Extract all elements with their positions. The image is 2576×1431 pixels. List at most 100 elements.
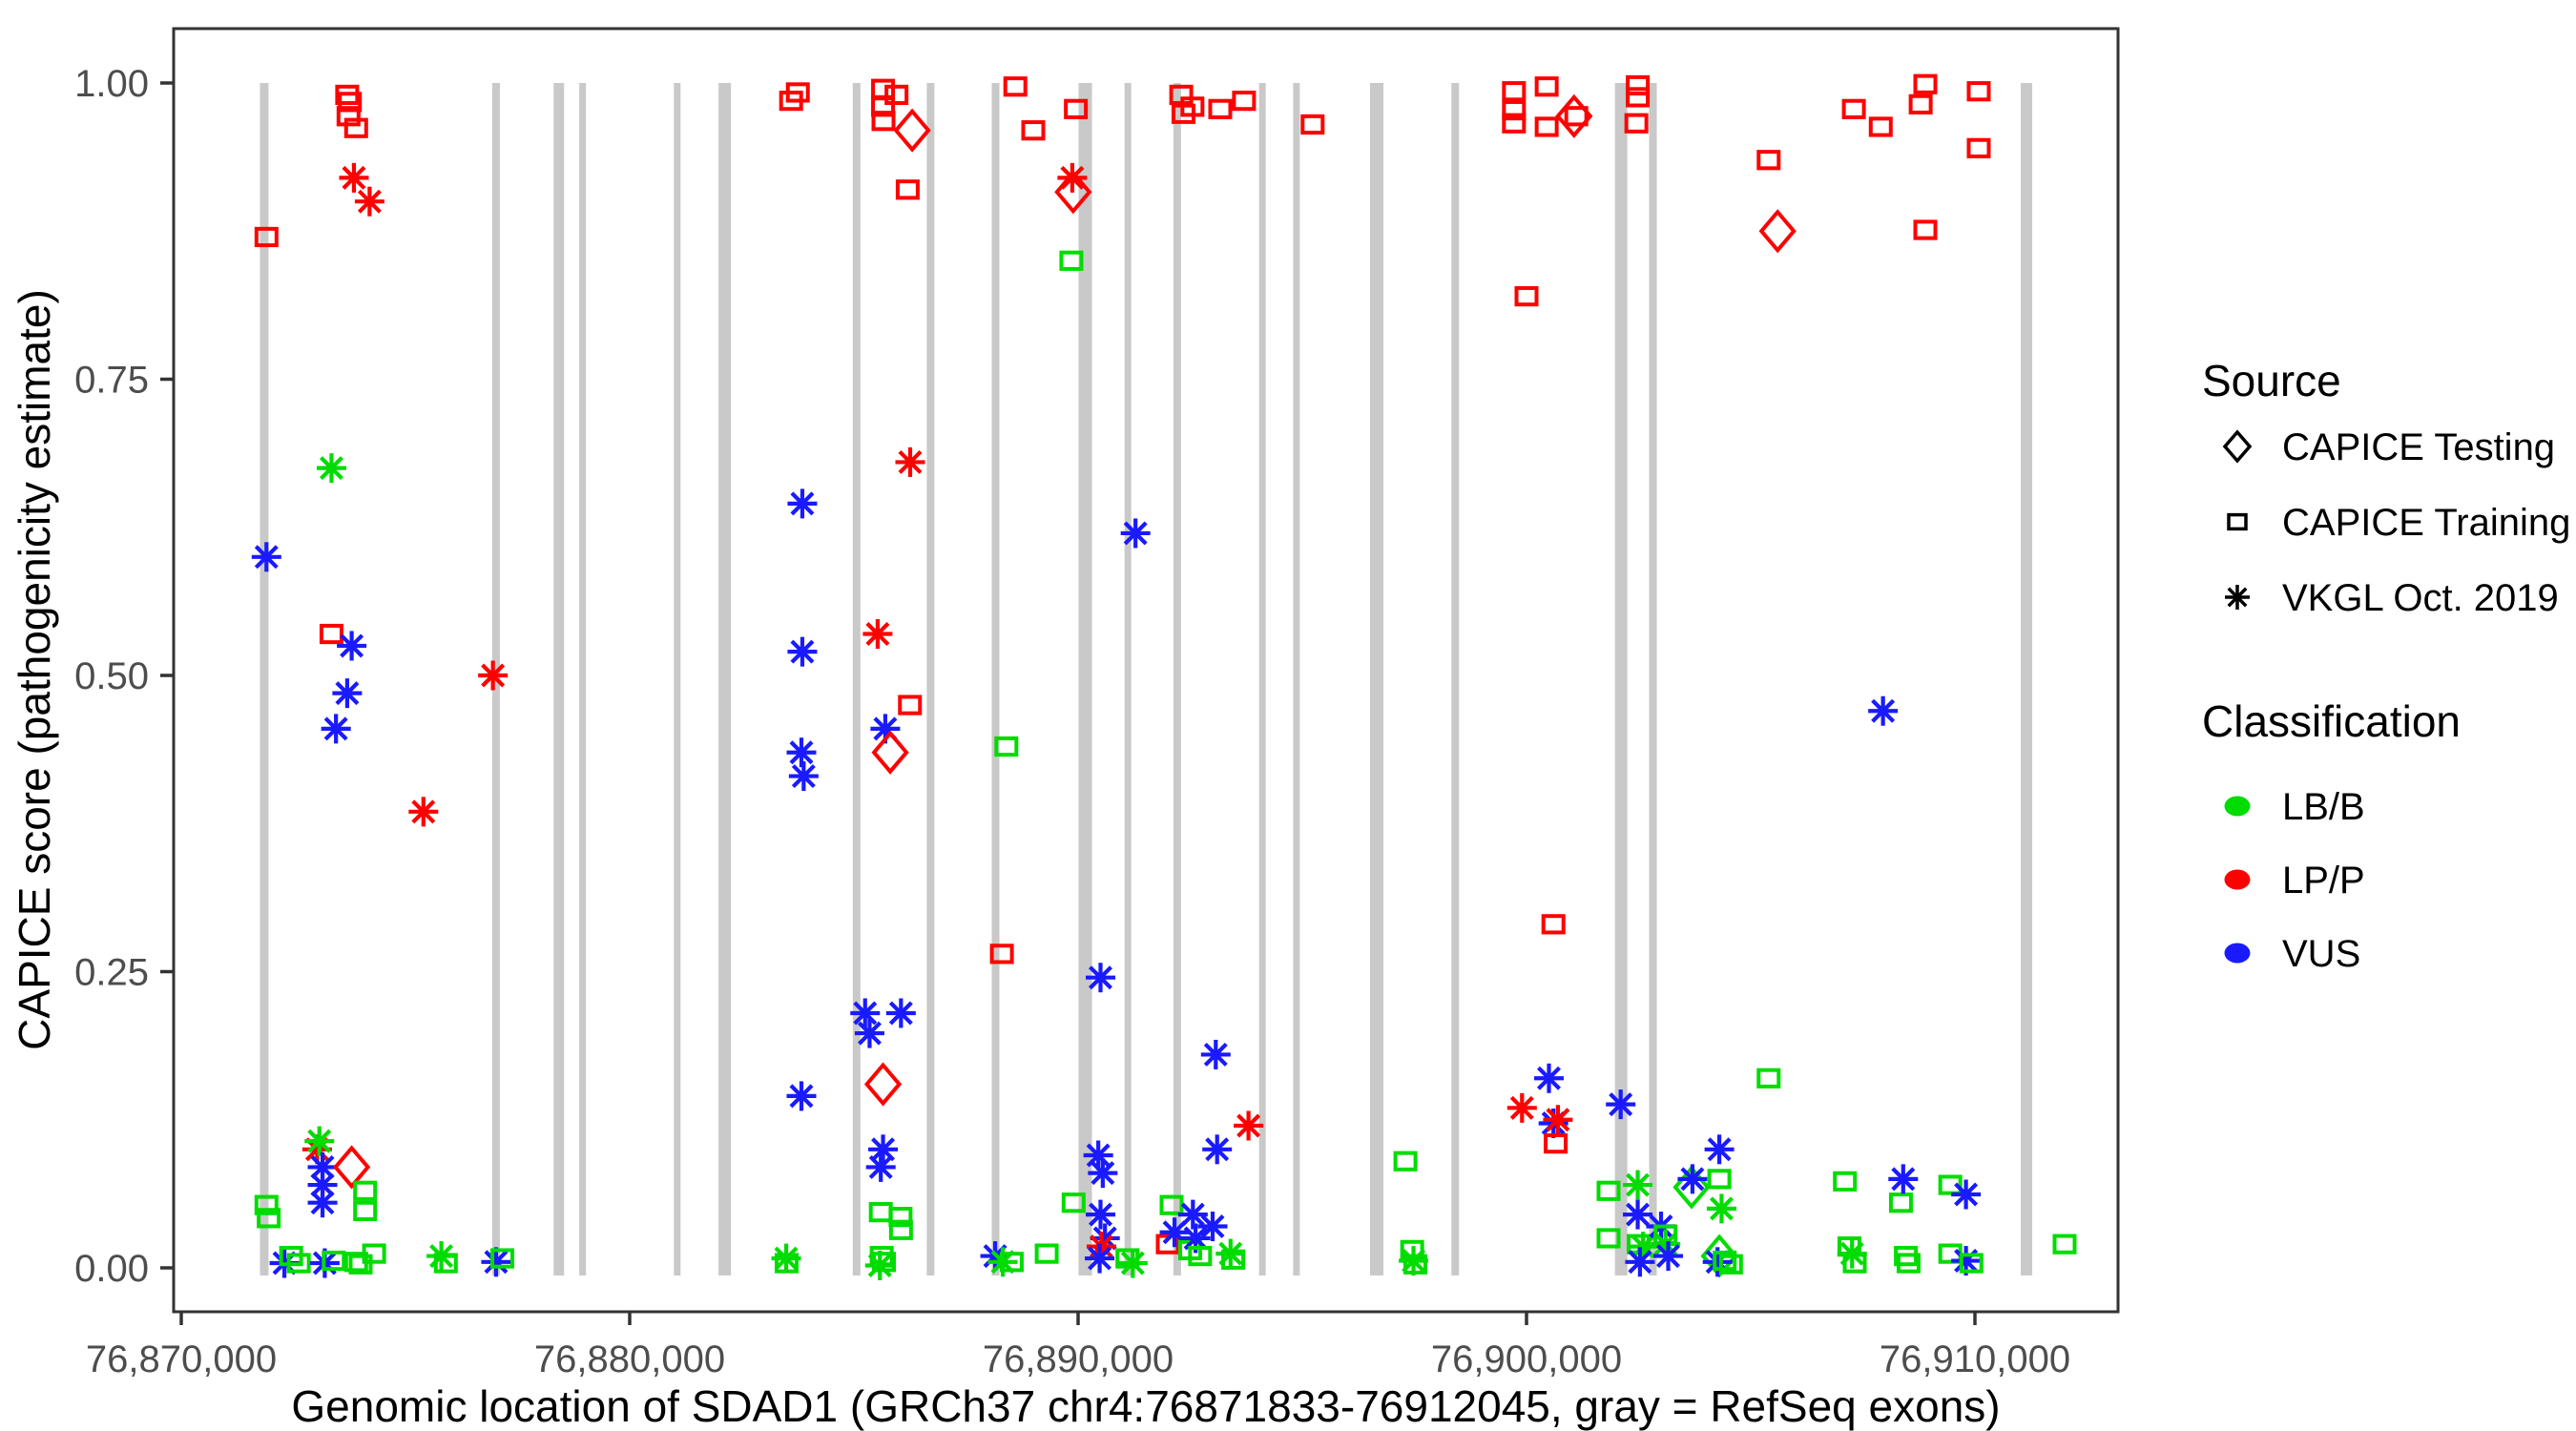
data-point-diamond bbox=[332, 1145, 371, 1190]
exon-bars bbox=[260, 83, 2033, 1275]
data-point-asterisk bbox=[1086, 963, 1115, 993]
y-axis-title: CAPICE score (pathogenicity estimate) bbox=[10, 289, 59, 1050]
data-point-square bbox=[1841, 98, 1866, 119]
exon-bar bbox=[1614, 83, 1628, 1275]
data-point-asterisk bbox=[1623, 1170, 1653, 1200]
legend-asterisk-icon bbox=[2225, 585, 2250, 610]
data-point-asterisk bbox=[1625, 1247, 1655, 1277]
data-point-asterisk bbox=[1197, 1212, 1228, 1242]
legend-item-vus: VUS bbox=[2282, 933, 2360, 975]
data-point-asterisk bbox=[862, 619, 893, 650]
data-point-square bbox=[1534, 116, 1559, 137]
data-point-asterisk bbox=[1086, 1199, 1115, 1230]
legend-classification-markers bbox=[2224, 796, 2251, 964]
data-point-square bbox=[775, 1253, 799, 1274]
data-point-diamond bbox=[1054, 170, 1092, 215]
data-point-square bbox=[348, 1254, 373, 1275]
data-point-asterisk bbox=[787, 488, 818, 519]
exon-bar bbox=[674, 83, 681, 1275]
data-point-square bbox=[1221, 1249, 1246, 1270]
data-point-square bbox=[1064, 98, 1089, 119]
data-point-square bbox=[1833, 1171, 1858, 1192]
exon-bar bbox=[2021, 83, 2033, 1275]
data-point-square bbox=[1896, 1253, 1921, 1274]
data-point-diamond bbox=[893, 108, 931, 153]
data-point-asterisk bbox=[1215, 1238, 1246, 1269]
data-point-square bbox=[353, 1200, 378, 1221]
data-point-diamond bbox=[863, 1062, 903, 1107]
exon-bar bbox=[1293, 83, 1300, 1275]
x-tick-label: 76,890,000 bbox=[983, 1338, 1174, 1380]
data-point-asterisk bbox=[1543, 1105, 1573, 1135]
data-point-square bbox=[1514, 285, 1539, 307]
data-point-asterisk bbox=[307, 1188, 338, 1218]
data-point-asterisk bbox=[1534, 1063, 1564, 1093]
data-point-square bbox=[871, 96, 896, 117]
data-point-asterisk bbox=[787, 636, 818, 667]
data-point-square bbox=[1232, 91, 1257, 112]
data-point-square bbox=[343, 117, 368, 138]
exon-bar bbox=[991, 83, 1000, 1275]
data-point-asterisk bbox=[354, 186, 384, 217]
data-point-square bbox=[1596, 1228, 1621, 1249]
data-point-square bbox=[322, 1250, 346, 1272]
data-points bbox=[251, 73, 2077, 1281]
data-point-diamond bbox=[1758, 209, 1797, 254]
exon-bar bbox=[579, 83, 587, 1275]
data-point-square bbox=[1938, 1174, 1963, 1195]
legend: Source CAPICE Testing CAPICE Training VK… bbox=[2202, 356, 2570, 975]
data-point-square bbox=[336, 106, 361, 127]
exon-bar bbox=[1258, 83, 1266, 1275]
data-point-square bbox=[895, 179, 920, 200]
data-point-square bbox=[888, 1219, 913, 1240]
data-point-square bbox=[257, 1208, 281, 1229]
legend-dot-icon bbox=[2224, 869, 2251, 890]
data-point-square bbox=[490, 1248, 515, 1269]
data-point-square bbox=[1534, 76, 1559, 97]
data-point-square bbox=[1913, 73, 1938, 94]
data-point-asterisk bbox=[895, 446, 925, 477]
data-point-square bbox=[871, 78, 896, 99]
data-point-square bbox=[1021, 120, 1046, 141]
x-axis-title: Genomic location of SDAD1 (GRCh37 chr4:7… bbox=[291, 1381, 2000, 1431]
data-point-square bbox=[286, 1253, 311, 1274]
data-point-square bbox=[1180, 96, 1205, 117]
x-tick-label: 76,910,000 bbox=[1880, 1338, 2070, 1380]
exon-bar bbox=[553, 83, 565, 1275]
x-tick-label: 76,880,000 bbox=[534, 1338, 725, 1380]
data-point-square bbox=[1888, 1192, 1913, 1213]
data-point-square bbox=[1061, 1192, 1086, 1213]
data-point-square bbox=[1707, 1169, 1732, 1190]
data-point-asterisk bbox=[251, 542, 281, 572]
data-point-square bbox=[1059, 250, 1084, 271]
data-point-square bbox=[785, 82, 810, 103]
data-point-square bbox=[884, 84, 909, 106]
data-point-asterisk bbox=[337, 631, 367, 661]
data-point-asterisk bbox=[304, 1126, 335, 1156]
data-point-square bbox=[254, 226, 279, 248]
data-point-asterisk bbox=[316, 453, 346, 484]
data-point-asterisk bbox=[1177, 1199, 1208, 1230]
data-point-asterisk bbox=[786, 1081, 817, 1111]
data-point-square bbox=[1208, 98, 1233, 119]
data-point-square bbox=[1966, 81, 1991, 102]
legend-source-markers bbox=[2222, 429, 2253, 610]
legend-item-lpp: LP/P bbox=[2282, 860, 2365, 902]
data-point-square bbox=[1908, 93, 1933, 114]
data-point-square bbox=[1393, 1151, 1418, 1172]
data-point-asterisk bbox=[332, 678, 363, 709]
data-point-asterisk bbox=[339, 162, 369, 193]
exon-bar bbox=[260, 83, 269, 1275]
y-tick-label: 0.75 bbox=[74, 360, 149, 402]
data-point-asterisk bbox=[478, 660, 509, 691]
data-point-square bbox=[994, 736, 1019, 757]
data-point-diamond bbox=[871, 730, 909, 775]
data-point-square bbox=[1624, 113, 1649, 134]
data-point-square bbox=[1913, 219, 1938, 240]
data-point-asterisk bbox=[885, 998, 916, 1028]
exon-bar bbox=[852, 83, 861, 1275]
data-point-square bbox=[1868, 116, 1893, 137]
y-tick-label: 0.00 bbox=[74, 1248, 149, 1290]
data-point-asterisk bbox=[1706, 1193, 1736, 1224]
